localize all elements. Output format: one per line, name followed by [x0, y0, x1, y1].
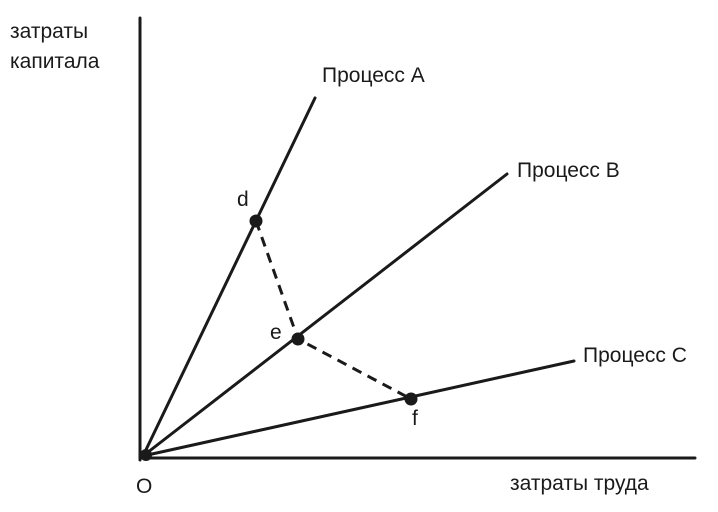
process-b-label: Процесс B [517, 159, 620, 182]
origin-dot [140, 449, 152, 461]
process-c-label: Процесс C [583, 344, 687, 367]
point-d [249, 214, 263, 228]
point-e-label: e [270, 321, 282, 344]
process-b-ray [141, 172, 509, 458]
process-c-ray [141, 359, 576, 458]
point-f-label: f [412, 407, 418, 430]
y-axis-label-line2: капитала [10, 50, 100, 73]
x-axis-label: затраты труда [510, 472, 649, 495]
point-d-label: d [237, 188, 249, 211]
point-f [404, 392, 418, 406]
process-a-label: Процесс A [322, 64, 425, 87]
origin-label: O [136, 475, 152, 498]
process-a-ray [141, 96, 317, 458]
y-axis-label-line1: затраты [10, 20, 88, 43]
point-e [291, 332, 305, 346]
